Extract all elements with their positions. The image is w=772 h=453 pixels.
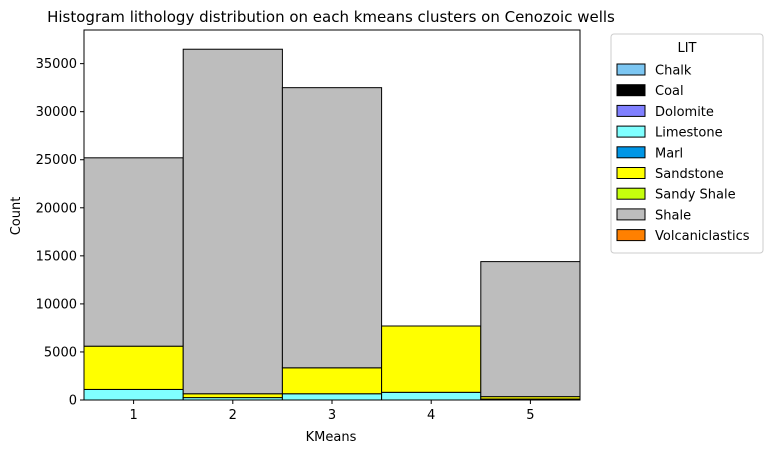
bar-segment-sandstone-3 bbox=[281, 367, 383, 395]
bar-segment-limestone-3 bbox=[281, 393, 383, 401]
legend: LIT Chalk Coal Dolomite Limestone Marl Sandst… bbox=[610, 33, 764, 254]
legend-swatch bbox=[616, 125, 646, 138]
legend-label: Sandy Shale bbox=[655, 188, 736, 203]
y-axis-label: Count bbox=[9, 197, 24, 236]
legend-title: LIT bbox=[677, 41, 696, 56]
bar-segment-shale-2 bbox=[182, 48, 283, 395]
legend-swatch bbox=[616, 84, 646, 97]
y-tick-label: 20000 bbox=[36, 201, 77, 216]
legend-label: Chalk bbox=[655, 64, 692, 79]
bar-segment-shale-5 bbox=[480, 261, 581, 398]
chart-title: Histogram lithology distribution on each… bbox=[47, 8, 615, 26]
x-tick-label: 1 bbox=[129, 408, 137, 423]
x-tick-label: 3 bbox=[328, 408, 336, 423]
y-tick-label: 25000 bbox=[36, 153, 77, 168]
bar-segment-limestone-1 bbox=[83, 388, 184, 401]
x-tick-label: 5 bbox=[526, 408, 534, 423]
y-tick-label: 10000 bbox=[36, 297, 77, 312]
plot-area: 0 5000 10000 15000 20000 25000 30000 35000 1 2 3 4 5 bbox=[36, 29, 581, 423]
y-tick-label: 0 bbox=[69, 394, 77, 409]
bar-segment-sandstone-4 bbox=[381, 325, 482, 393]
x-tick-label: 2 bbox=[229, 408, 237, 423]
legend-label: Volcaniclastics bbox=[655, 229, 750, 244]
legend-frame bbox=[610, 33, 764, 254]
legend-label: Limestone bbox=[655, 126, 723, 141]
bar-segment-shale-3 bbox=[281, 87, 383, 369]
legend-label: Shale bbox=[655, 208, 691, 223]
legend-label: Marl bbox=[655, 146, 683, 161]
legend-swatch bbox=[616, 208, 646, 221]
legend-swatch bbox=[616, 229, 646, 242]
bar-segment-sandstone-2 bbox=[182, 393, 283, 399]
legend-label: Sandstone bbox=[655, 167, 724, 182]
y-tick-label: 30000 bbox=[36, 105, 77, 120]
y-tick-label: 15000 bbox=[36, 249, 77, 264]
y-tick-label: 5000 bbox=[44, 345, 77, 360]
y-tick-label: 35000 bbox=[36, 57, 77, 72]
legend-swatch bbox=[616, 187, 646, 200]
legend-label: Coal bbox=[655, 84, 684, 99]
x-axis-label: KMeans bbox=[306, 430, 357, 445]
legend-label: Dolomite bbox=[655, 105, 714, 120]
bar-segment-shale-1 bbox=[83, 157, 184, 347]
bar-segment-limestone-4 bbox=[381, 391, 482, 401]
legend-swatch bbox=[616, 167, 646, 179]
legend-swatch bbox=[616, 63, 646, 76]
x-tick-label: 4 bbox=[427, 408, 435, 423]
legend-swatch bbox=[616, 104, 646, 117]
bar-segment-sandstone-1 bbox=[83, 345, 184, 390]
legend-swatch bbox=[616, 146, 646, 159]
